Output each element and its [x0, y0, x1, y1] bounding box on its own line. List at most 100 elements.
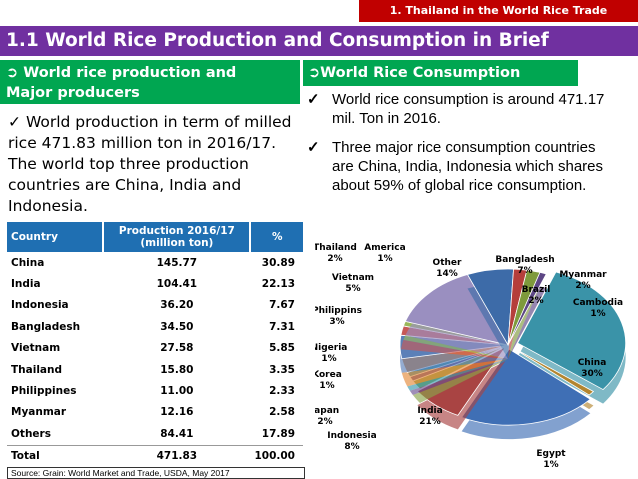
pie-label-percent: 7%	[517, 266, 532, 276]
table-row: Others 84.41 17.89	[7, 423, 303, 445]
pie-label-percent: 2%	[317, 417, 332, 427]
production-table: Country Production 2016/17 (million ton)…	[7, 222, 303, 467]
table-row: Thailand 15.80 3.35	[7, 359, 303, 380]
table-row: Vietnam 27.58 5.85	[7, 338, 303, 359]
table-row: Myanmar 12.16 2.58	[7, 402, 303, 423]
pie-label-name: Other	[433, 258, 462, 268]
check-icon: ✓	[307, 91, 320, 108]
table-row: Philippines 11.00 2.33	[7, 380, 303, 401]
pie-label-percent: 1%	[319, 381, 334, 391]
column-header-country: Country	[7, 222, 105, 252]
consumption-pie-chart: China30%Egypt1%India21%Indonesia8%Japan2…	[315, 235, 637, 479]
cell-production: 104.41	[156, 278, 198, 291]
pie-slice-china	[517, 271, 626, 391]
pie-label-name: Nigeria	[315, 343, 347, 353]
cell-percent: 3.35	[269, 363, 295, 376]
pie-slice-side-japan	[412, 359, 508, 403]
production-heading-line2: Major producers	[6, 85, 140, 101]
cell-country: Myanmar	[11, 406, 67, 419]
pie-label-india: India 21%	[417, 406, 442, 427]
cell-country: Thailand	[11, 363, 62, 376]
pie-slice-side-america	[403, 335, 508, 359]
pie-slice-side-cambodia	[508, 286, 547, 359]
cell-production: 11.00	[160, 385, 194, 398]
pie-label-name: China	[578, 358, 607, 368]
cell-production: 15.80	[160, 363, 194, 376]
pie-slice-egypt	[507, 344, 595, 396]
pie-slice-side-nigeria	[407, 359, 508, 391]
pie-label-name: Thailand	[315, 243, 357, 253]
production-heading-line1: World rice production and	[23, 65, 237, 81]
pie-label-percent: 1%	[321, 354, 336, 364]
pie-label-japan: Japan2%	[315, 406, 339, 427]
cell-percent: 17.89	[261, 427, 295, 440]
cell-country: Indonesia	[11, 299, 69, 312]
consumption-item-text: World rice consumption is around 471.17 …	[332, 91, 605, 127]
pie-slice-side-korea	[409, 359, 508, 395]
list-item: ✓ Three major rice consumption countries…	[305, 138, 605, 195]
pie-label-thailand: Thailand 2%	[315, 243, 357, 264]
source-note: Source: Grain: World Market and Trade, U…	[7, 467, 305, 479]
arrow-right-icon: ➲	[6, 65, 19, 81]
pie-label-name: India	[417, 406, 442, 416]
cell-production: 471.83	[103, 444, 251, 467]
pie-label-indonesia: Indonesia 8%	[327, 431, 376, 452]
pie-chart-svg: China30%Egypt1%India21%Indonesia8%Japan2…	[315, 243, 626, 470]
pie-label-name: Indonesia	[327, 431, 376, 441]
pie-label-percent: 14%	[436, 269, 458, 279]
cell-percent: 7.31	[269, 320, 295, 333]
pie-slice-side-philippins	[401, 359, 508, 387]
pie-label-america: America 1%	[364, 243, 405, 264]
pie-label-vietnam: Vietnam 5%	[332, 273, 374, 294]
production-heading: ➲ World rice production and Major produc…	[0, 60, 300, 104]
pie-slice-other	[404, 274, 509, 346]
pie-label-percent: 2%	[575, 281, 590, 291]
pie-label-percent: 2%	[327, 254, 342, 264]
pie-label-korea: Korea 1%	[315, 370, 342, 391]
table-row: Indonesia 36.20 7.67	[7, 295, 303, 316]
pie-label-name: Egypt	[536, 449, 566, 459]
pie-slice-side-thailand	[400, 339, 508, 359]
check-icon: ✓	[307, 139, 320, 156]
pie-label-name: Japan	[315, 406, 339, 416]
column-header-production: Production 2016/17 (million ton)	[103, 222, 252, 252]
cell-percent: 30.89	[261, 256, 295, 269]
cell-country: Bangladesh	[11, 320, 81, 333]
pie-label-percent: 3%	[329, 317, 344, 327]
cell-production: 84.41	[160, 427, 194, 440]
cell-country: India	[11, 278, 41, 291]
table-row: Bangladesh 34.50 7.31	[7, 316, 303, 337]
pie-label-percent: 5%	[345, 284, 360, 294]
list-item: ✓ World rice consumption is around 471.1…	[305, 90, 605, 128]
pie-label-name: Philippins	[315, 306, 362, 316]
arrow-right-icon: ➲	[308, 65, 321, 81]
pie-slice-india	[461, 348, 592, 426]
pie-label-china: China 30%	[578, 358, 607, 379]
cell-percent: 100.00	[250, 444, 303, 467]
pie-label-nigeria: Nigeria1%	[315, 343, 347, 364]
pie-slice-side-myanmar	[508, 284, 540, 359]
pie-label-myanmar: Myanmar 2%	[559, 270, 607, 291]
pie-label-name: Vietnam	[332, 273, 374, 283]
cell-production: 36.20	[160, 299, 194, 312]
pie-label-name: Myanmar	[559, 270, 607, 280]
consumption-list: ✓ World rice consumption is around 471.1…	[305, 90, 605, 205]
page-title: 1.1 World Rice Production and Consumptio…	[0, 26, 638, 56]
consumption-heading: ➲World Rice Consumption	[303, 60, 578, 86]
pie-label-name: Bangladesh	[495, 255, 554, 265]
column-header-percent: %	[250, 222, 303, 252]
consumption-item-text: Three major rice consumption countries a…	[332, 139, 603, 194]
pie-label-brazil: Brazil 2%	[522, 285, 551, 306]
pie-label-name: Korea	[315, 370, 342, 380]
section-label: 1. Thailand in the World Rice Trade	[359, 0, 638, 22]
pie-slice-cambodia	[507, 271, 547, 346]
pie-label-percent: 21%	[419, 417, 441, 427]
pie-label-cambodia: Cambodia 1%	[573, 298, 623, 319]
cell-country: Philippines	[11, 385, 77, 398]
production-text: ✓ World production in term of milled ric…	[8, 112, 300, 217]
cell-country: Others	[11, 427, 51, 440]
pie-label-name: Brazil	[522, 285, 551, 295]
cell-production: 27.58	[160, 342, 194, 355]
pie-label-percent: 1%	[543, 460, 558, 470]
cell-country: Total	[7, 444, 104, 467]
